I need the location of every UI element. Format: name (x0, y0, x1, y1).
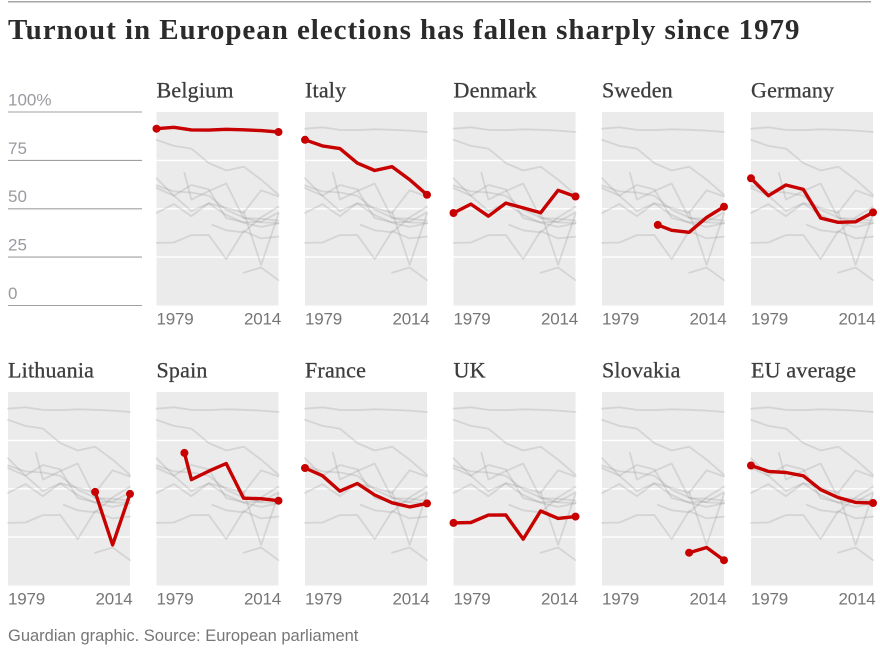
svg-text:UK: UK (454, 358, 486, 383)
svg-text:Germany: Germany (751, 78, 834, 103)
svg-text:100%: 100% (8, 91, 51, 110)
svg-text:1979: 1979 (157, 590, 194, 609)
svg-text:1979: 1979 (305, 310, 342, 329)
svg-text:Italy: Italy (305, 78, 346, 103)
svg-text:Sweden: Sweden (602, 78, 673, 103)
svg-text:75: 75 (8, 139, 27, 158)
svg-text:Turnout in European elections: Turnout in European elections has fallen… (8, 14, 800, 46)
svg-text:Lithuania: Lithuania (8, 358, 94, 383)
svg-text:25: 25 (8, 236, 27, 255)
svg-text:2014: 2014 (244, 310, 281, 329)
svg-text:Denmark: Denmark (454, 78, 537, 103)
svg-text:2014: 2014 (541, 590, 578, 609)
svg-text:Spain: Spain (157, 358, 208, 383)
svg-text:1979: 1979 (602, 590, 639, 609)
svg-text:2014: 2014 (689, 310, 726, 329)
svg-text:2014: 2014 (392, 310, 429, 329)
svg-text:50: 50 (8, 187, 27, 206)
svg-text:2014: 2014 (838, 310, 875, 329)
svg-text:2014: 2014 (689, 590, 726, 609)
svg-text:Belgium: Belgium (157, 78, 234, 103)
svg-text:2014: 2014 (244, 590, 281, 609)
svg-text:France: France (305, 358, 366, 383)
svg-text:1979: 1979 (454, 590, 491, 609)
svg-text:1979: 1979 (602, 310, 639, 329)
svg-text:0: 0 (8, 284, 17, 303)
svg-text:1979: 1979 (454, 310, 491, 329)
svg-text:EU average: EU average (751, 358, 856, 383)
svg-text:1979: 1979 (751, 590, 788, 609)
svg-text:1979: 1979 (305, 590, 342, 609)
svg-text:1979: 1979 (8, 590, 45, 609)
svg-text:2014: 2014 (541, 310, 578, 329)
svg-text:1979: 1979 (751, 310, 788, 329)
svg-text:2014: 2014 (95, 590, 132, 609)
svg-text:1979: 1979 (157, 310, 194, 329)
svg-text:Slovakia: Slovakia (602, 358, 681, 383)
svg-text:Guardian graphic. Source: Euro: Guardian graphic. Source: European parli… (8, 627, 359, 645)
svg-text:2014: 2014 (838, 590, 875, 609)
svg-text:2014: 2014 (392, 590, 429, 609)
